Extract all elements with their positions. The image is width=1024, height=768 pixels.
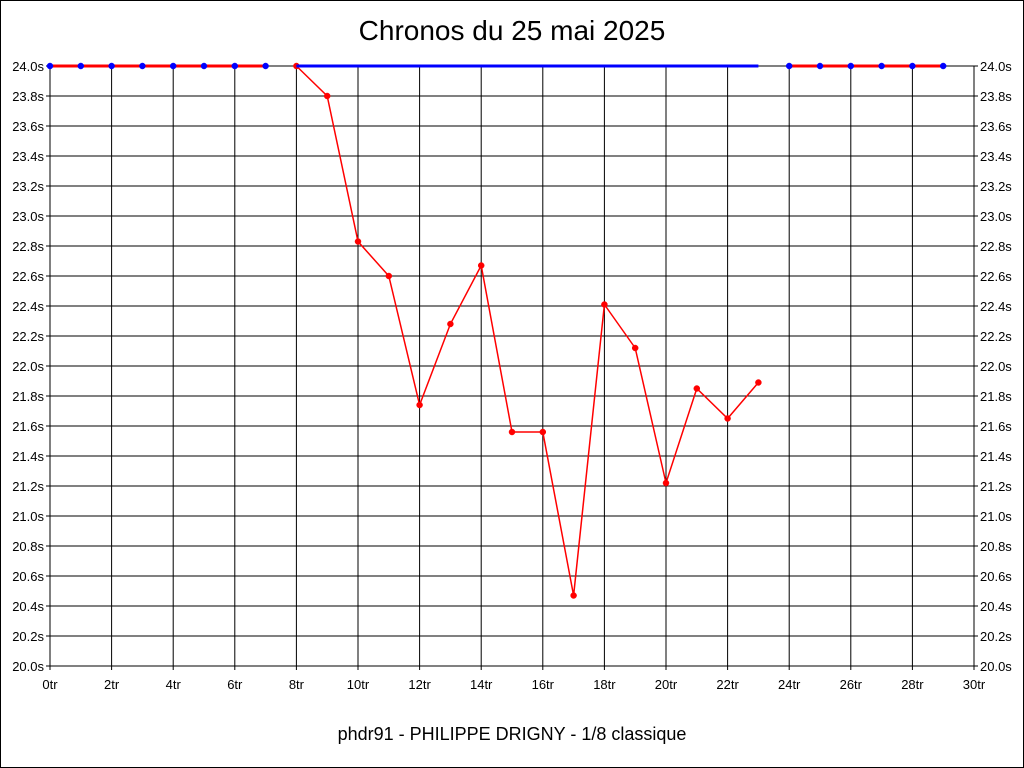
x-tick-label: 16tr	[532, 677, 555, 692]
data-point	[139, 62, 146, 70]
series-line	[295, 65, 759, 596]
y-tick-label-left: 20.6s	[12, 569, 44, 584]
y-tick-label-right: 24.0s	[980, 59, 1012, 74]
y-tick-label-right: 22.8s	[980, 239, 1012, 254]
y-tick-label-left: 22.8s	[12, 239, 44, 254]
y-tick-label-left: 22.0s	[12, 359, 44, 374]
y-tick-label-right: 23.6s	[980, 119, 1012, 134]
y-tick-label-left: 20.2s	[12, 629, 44, 644]
x-tick-label: 6tr	[227, 677, 243, 692]
y-tick-label-left: 24.0s	[12, 59, 44, 74]
data-point	[601, 301, 608, 308]
y-tick-label-left: 20.4s	[12, 599, 44, 614]
y-tick-label-left: 23.0s	[12, 209, 44, 224]
y-tick-label-right: 21.8s	[980, 389, 1012, 404]
y-tick-label-right: 22.2s	[980, 329, 1012, 344]
y-tick-label-right: 20.0s	[980, 659, 1012, 674]
data-point	[508, 428, 516, 436]
data-point	[354, 238, 362, 245]
data-point	[416, 401, 423, 409]
data-point	[477, 262, 485, 269]
x-tick-label: 28tr	[901, 677, 924, 692]
data-point	[77, 62, 85, 70]
data-point	[323, 92, 331, 100]
y-tick-label-left: 21.0s	[12, 509, 44, 524]
y-tick-label-right: 20.2s	[980, 629, 1012, 644]
data-point	[693, 385, 701, 392]
y-tick-label-left: 21.4s	[12, 449, 44, 464]
x-tick-label: 24tr	[778, 677, 801, 692]
y-tick-label-left: 23.2s	[12, 179, 44, 194]
data-point	[631, 344, 639, 352]
y-tick-label-right: 21.6s	[980, 419, 1012, 434]
data-point	[539, 428, 547, 436]
data-point	[46, 62, 54, 70]
y-tick-label-right: 23.0s	[980, 209, 1012, 224]
y-tick-label-left: 22.6s	[12, 269, 44, 284]
y-tick-label-right: 23.4s	[980, 149, 1012, 164]
data-point	[939, 62, 947, 70]
data-point	[816, 62, 824, 70]
data-point	[231, 62, 239, 70]
data-point	[262, 62, 269, 70]
data-point	[724, 415, 731, 422]
y-tick-label-left: 20.8s	[12, 539, 44, 554]
y-tick-label-right: 22.4s	[980, 299, 1012, 314]
y-tick-label-right: 20.6s	[980, 569, 1012, 584]
y-tick-label-left: 21.6s	[12, 419, 44, 434]
y-tick-label-left: 22.2s	[12, 329, 44, 344]
y-tick-label-right: 21.4s	[980, 449, 1012, 464]
y-tick-label-left: 23.4s	[12, 149, 44, 164]
data-point	[755, 379, 762, 386]
y-tick-label-left: 23.8s	[12, 89, 44, 104]
x-tick-label: 8tr	[289, 677, 305, 692]
data-point	[662, 479, 670, 487]
y-tick-label-left: 21.8s	[12, 389, 44, 404]
x-tick-label: 0tr	[42, 677, 58, 692]
x-tick-label: 4tr	[166, 677, 182, 692]
data-point	[447, 320, 454, 328]
data-point	[909, 62, 916, 70]
x-tick-label: 2tr	[104, 677, 120, 692]
y-tick-label-right: 23.8s	[980, 89, 1012, 104]
data-point	[878, 62, 885, 70]
data-point	[108, 62, 115, 70]
y-tick-label-right: 20.4s	[980, 599, 1012, 614]
y-tick-label-left: 22.4s	[12, 299, 44, 314]
y-tick-label-right: 21.2s	[980, 479, 1012, 494]
x-tick-label: 20tr	[655, 677, 678, 692]
y-tick-label-right: 21.0s	[980, 509, 1012, 524]
data-point	[385, 272, 393, 280]
y-tick-label-right: 20.8s	[980, 539, 1012, 554]
y-tick-label-left: 20.0s	[12, 659, 44, 674]
x-tick-label: 14tr	[470, 677, 493, 692]
x-tick-label: 10tr	[347, 677, 370, 692]
data-point	[200, 62, 208, 70]
chart-subtitle: phdr91 - PHILIPPE DRIGNY - 1/8 classique	[337, 724, 687, 744]
x-tick-label: 22tr	[716, 677, 739, 692]
data-point	[570, 592, 577, 599]
y-tick-label-right: 22.0s	[980, 359, 1012, 374]
data-point	[785, 62, 793, 70]
y-tick-label-left: 23.6s	[12, 119, 44, 134]
chart-title: Chronos du 25 mai 2025	[358, 15, 666, 46]
data-point	[847, 62, 855, 70]
data-point	[169, 62, 177, 70]
y-tick-label-right: 22.6s	[980, 269, 1012, 284]
y-tick-label-left: 21.2s	[12, 479, 44, 494]
x-tick-label: 30tr	[963, 677, 986, 692]
y-tick-label-right: 23.2s	[980, 179, 1012, 194]
x-tick-label: 26tr	[840, 677, 863, 692]
x-tick-label: 18tr	[593, 677, 616, 692]
x-tick-label: 12tr	[408, 677, 431, 692]
